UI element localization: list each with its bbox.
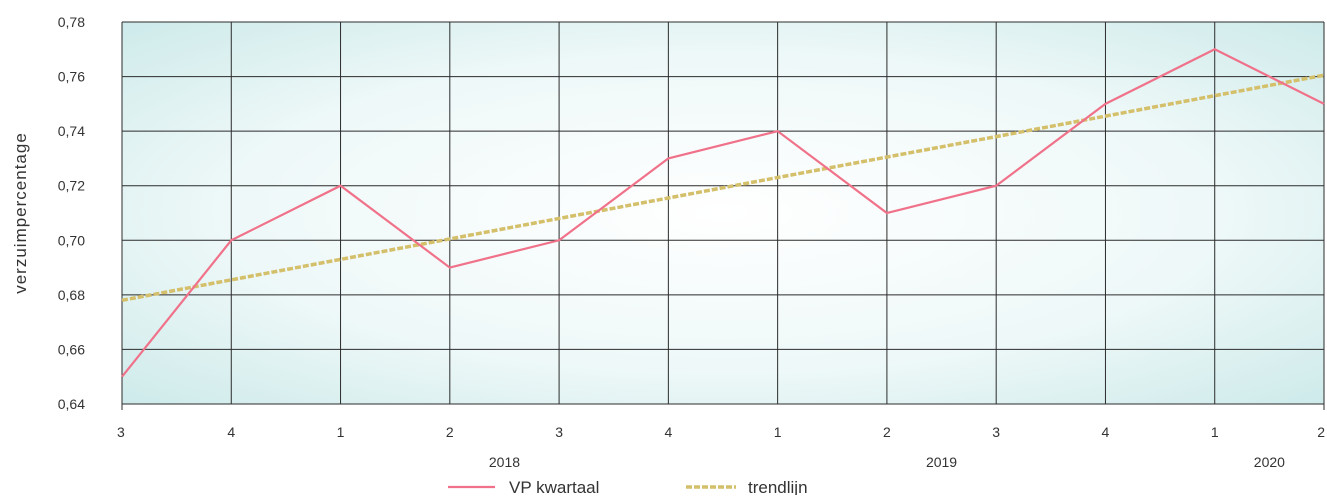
y-tick-label: 0,70	[58, 232, 85, 248]
legend-label-trendlijn: trendlijn	[748, 478, 808, 495]
x-axis-tick-labels: 3 4 1 2 3 4 1 2 3 4 1 2	[117, 424, 1325, 440]
x-tick-label: 2	[1317, 424, 1325, 440]
x-tick-label: 4	[664, 424, 672, 440]
legend: VP kwartaal trendlijn	[448, 478, 808, 497]
series-lines	[121, 48, 1325, 378]
x-tick-label: 2	[883, 424, 891, 440]
y-axis-tick-labels: 0,64 0,66 0,68 0,70 0,72 0,74 0,76 0,78	[58, 14, 85, 412]
x-tick-label: 2	[446, 424, 454, 440]
x-tick-label: 1	[337, 424, 345, 440]
y-tick-label: 0,74	[58, 123, 85, 139]
x-axis-year-labels: 2018 2019 2020	[489, 454, 1285, 470]
y-tick-label: 0,76	[58, 69, 85, 85]
x-year-label: 2020	[1254, 454, 1285, 470]
x-tick-label: 4	[227, 424, 235, 440]
series-line-trendlijn	[121, 73, 1325, 303]
plot-area	[122, 22, 1324, 404]
x-tick-label: 3	[992, 424, 1000, 440]
y-tick-label: 0,72	[58, 178, 85, 194]
x-tick-label: 4	[1102, 424, 1110, 440]
x-year-label: 2018	[489, 454, 520, 470]
x-tick-label: 3	[555, 424, 563, 440]
series-line-vp-kwartaal	[121, 48, 1325, 378]
x-tick-label: 1	[1211, 424, 1219, 440]
x-year-label: 2019	[926, 454, 957, 470]
x-tick-label: 1	[774, 424, 782, 440]
y-axis-title: verzuimpercentage	[11, 132, 30, 294]
x-tick-label: 3	[117, 424, 125, 440]
y-tick-label: 0,66	[58, 341, 85, 357]
y-tick-label: 0,68	[58, 287, 85, 303]
grid-lines	[121, 21, 1325, 410]
y-tick-label: 0,78	[58, 14, 85, 30]
legend-label-vp-kwartaal: VP kwartaal	[509, 478, 599, 495]
y-tick-label: 0,64	[58, 396, 85, 412]
